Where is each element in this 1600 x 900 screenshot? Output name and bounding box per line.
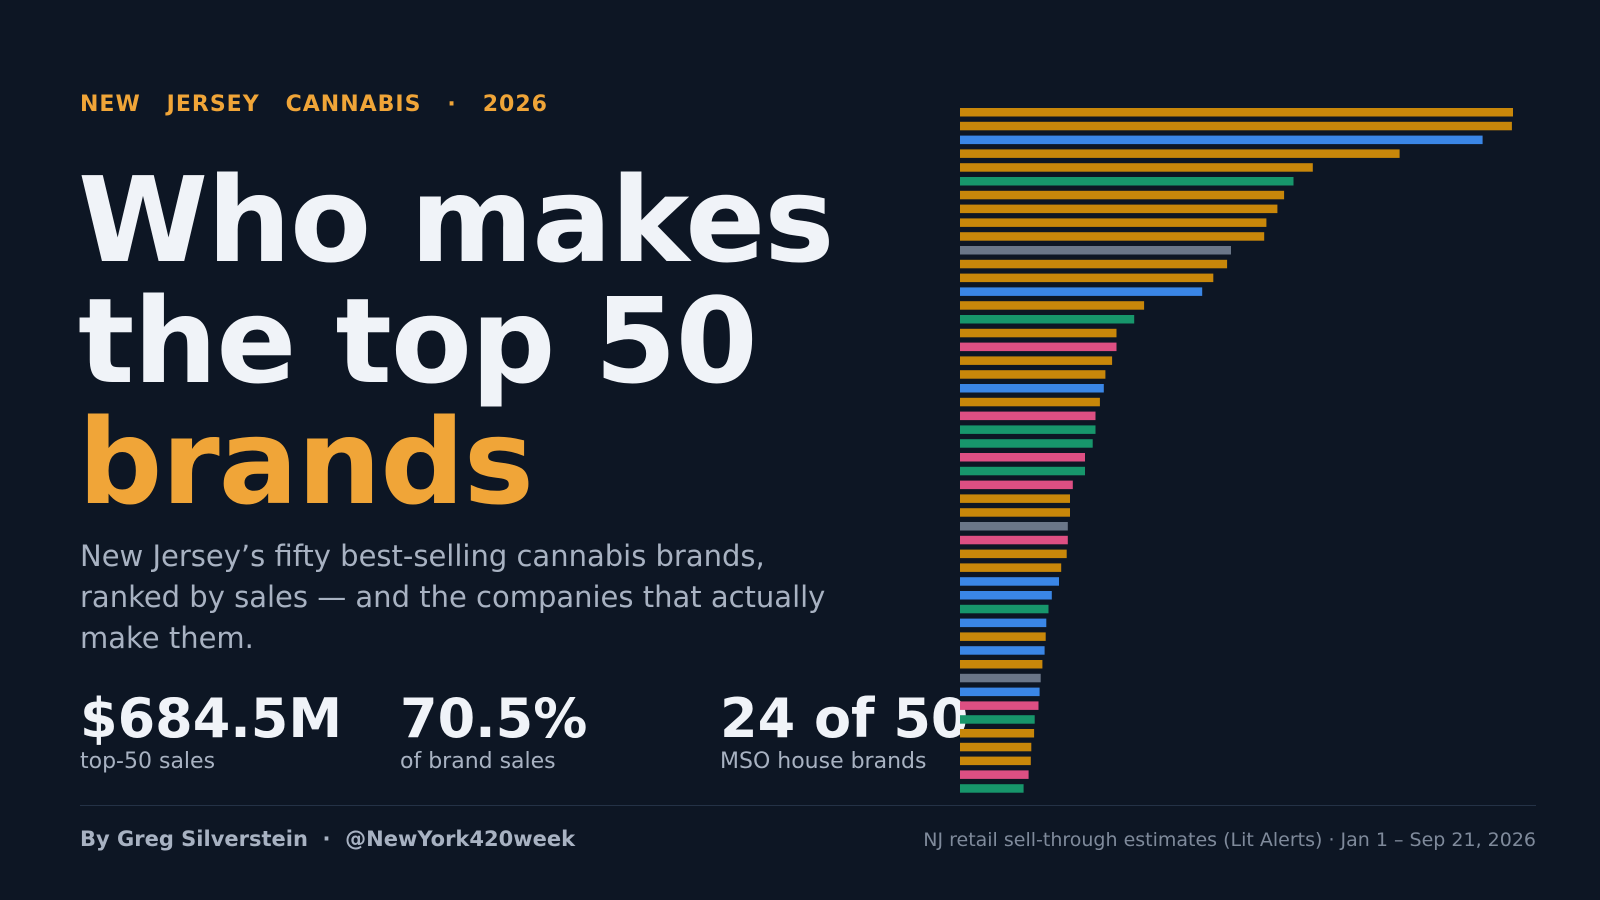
bar-rank-4: [960, 149, 1400, 158]
bar-rank-33: [960, 549, 1067, 559]
bar-rank-21: [960, 384, 1104, 393]
kicker: NEW JERSEY CANNABIS · 2026: [80, 92, 548, 117]
stat-label: MSO house brands: [720, 749, 927, 774]
bar-rank-31: [960, 522, 1068, 531]
headline-line-2: the top 50: [78, 272, 758, 410]
bar-rank-23: [960, 411, 1096, 421]
stat-label: of brand sales: [400, 749, 556, 774]
stat-value: 24 of 50: [720, 687, 969, 750]
bar-rank-29: [960, 494, 1070, 503]
bar-rank-34: [960, 563, 1062, 572]
headline-line-1: Who makes: [78, 151, 834, 289]
bar-rank-45: [960, 715, 1035, 724]
bar-rank-13: [960, 273, 1214, 283]
bar-rank-18: [960, 342, 1117, 352]
headline: Who makes the top 50 brands: [78, 151, 834, 531]
bar-rank-15: [960, 301, 1145, 310]
bar-rank-39: [960, 632, 1046, 641]
bar-rank-40: [960, 646, 1045, 655]
bar-rank-5: [960, 163, 1313, 172]
bar-rank-22: [960, 397, 1100, 407]
bar-rank-10: [960, 232, 1265, 241]
stat-share: 70.5% of brand sales: [400, 690, 587, 776]
bar-rank-35: [960, 577, 1059, 586]
source-note: NJ retail sell-through estimates (Lit Al…: [923, 829, 1536, 851]
bar-rank-37: [960, 604, 1049, 614]
bar-rank-8: [960, 204, 1278, 214]
subtitle: New Jersey’s fifty best-selling cannabis…: [80, 539, 826, 655]
bar-rank-44: [960, 701, 1039, 710]
bar-rank-28: [960, 480, 1073, 490]
byline: By Greg Silverstein · @NewYork420week: [80, 827, 576, 851]
stat-total-sales: $684.5M top-50 sales: [80, 690, 342, 776]
bar-rank-46: [960, 729, 1035, 738]
bar-rank-2: [960, 121, 1512, 131]
bar-rank-19: [960, 356, 1113, 365]
bar-rank-20: [960, 370, 1106, 379]
bar-rank-49: [960, 770, 1029, 779]
brand-sales-bar-chart: [960, 108, 1513, 793]
bar-rank-7: [960, 190, 1285, 200]
divider: [80, 805, 1536, 806]
bar-rank-26: [960, 453, 1085, 462]
bar-rank-9: [960, 218, 1267, 227]
bar-rank-25: [960, 439, 1093, 448]
bar-rank-30: [960, 508, 1070, 517]
bar-rank-48: [960, 756, 1031, 766]
bar-rank-43: [960, 687, 1040, 697]
bar-rank-17: [960, 328, 1117, 338]
bar-rank-50: [960, 784, 1024, 793]
stat-mso-brands: 24 of 50 MSO house brands: [720, 690, 968, 776]
stat-value: 70.5%: [400, 687, 588, 750]
bar-rank-36: [960, 591, 1052, 600]
stat-value: $684.5M: [80, 687, 343, 750]
bar-rank-47: [960, 742, 1032, 752]
bar-rank-42: [960, 673, 1041, 683]
bar-rank-14: [960, 287, 1203, 296]
bar-rank-27: [960, 466, 1085, 476]
bar-rank-6: [960, 177, 1294, 186]
bar-rank-11: [960, 246, 1231, 255]
bar-rank-41: [960, 660, 1043, 669]
stat-label: top-50 sales: [80, 749, 216, 774]
bar-rank-24: [960, 425, 1096, 434]
bar-rank-16: [960, 315, 1135, 324]
bar-rank-1: [960, 108, 1513, 117]
headline-line-3: brands: [78, 393, 534, 531]
bar-rank-38: [960, 618, 1047, 628]
bar-rank-3: [960, 135, 1483, 145]
bar-rank-12: [960, 259, 1228, 269]
bar-rank-32: [960, 535, 1068, 545]
